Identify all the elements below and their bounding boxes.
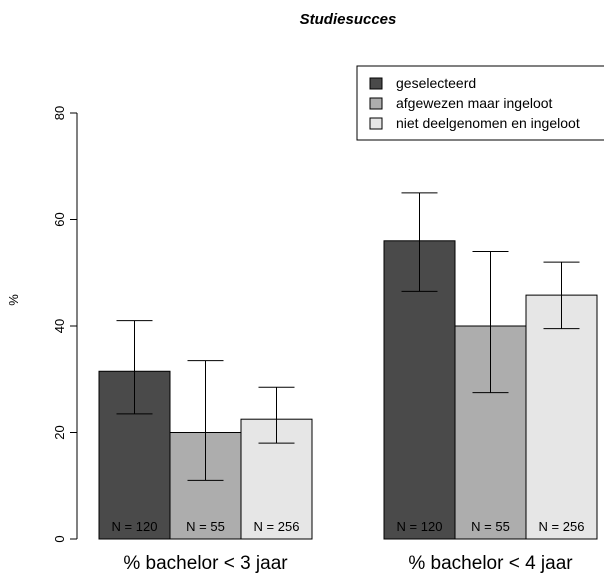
legend-box xyxy=(356,65,604,141)
sample-size-label: N = 256 xyxy=(539,519,585,534)
legend-swatch xyxy=(369,117,383,130)
sample-size-label: N = 55 xyxy=(186,519,225,534)
sample-size-labels: N = 120 N = 55 N = 256 N = 120 N = 55 N = 256 xyxy=(112,519,585,534)
sample-size-label: N = 256 xyxy=(254,519,300,534)
chart-title: Studiesucces xyxy=(300,11,397,28)
y-axis: 0 20 40 60 80 xyxy=(52,106,78,543)
category-labels: % bachelor < 3 jaar % bachelor < 4 jaar xyxy=(123,553,573,574)
y-tick-label: 0 xyxy=(52,535,67,542)
legend-label: niet deelgenomen en ingeloot xyxy=(396,115,580,131)
category-label: % bachelor < 3 jaar xyxy=(123,553,288,574)
y-tick-label: 60 xyxy=(52,212,67,226)
y-tick-label: 20 xyxy=(52,425,67,439)
sample-size-label: N = 120 xyxy=(397,519,443,534)
sample-size-label: N = 55 xyxy=(471,519,510,534)
y-tick-label: 80 xyxy=(52,106,67,120)
legend-swatch xyxy=(369,97,383,110)
legend-label: geselecteerd xyxy=(396,75,476,91)
legend-swatch xyxy=(369,77,383,90)
category-label: % bachelor < 4 jaar xyxy=(408,553,573,574)
legend-label: afgewezen maar ingeloot xyxy=(396,95,553,111)
sample-size-label: N = 120 xyxy=(112,519,158,534)
y-tick-label: 40 xyxy=(52,319,67,333)
bar xyxy=(525,294,598,540)
y-axis-label: % xyxy=(6,294,21,306)
error-bars-group xyxy=(116,192,580,481)
bars-group xyxy=(98,240,598,540)
legend: geselecteerd afgewezen maar ingeloot niet … xyxy=(356,65,604,141)
